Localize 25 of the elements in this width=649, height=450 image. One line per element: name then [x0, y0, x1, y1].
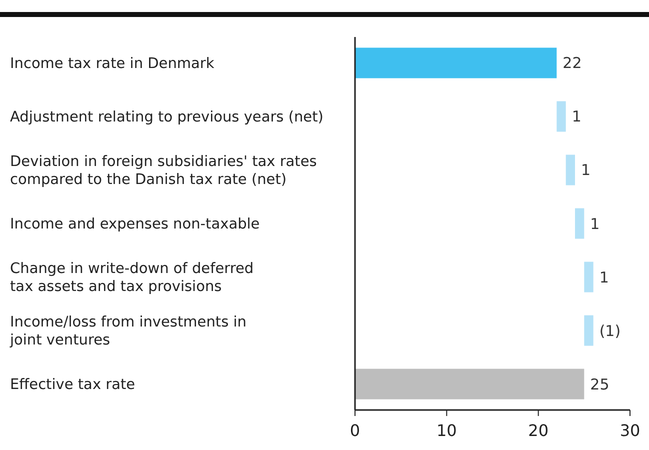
data-label: 1 [581, 161, 591, 180]
bar [355, 48, 557, 78]
y-tick-label: Effective tax rate [10, 377, 136, 394]
y-tick-label: Income/loss from investments in joint ventures [9, 314, 246, 349]
bar [584, 315, 594, 346]
bar [566, 154, 575, 186]
y-tick-label: Income tax rate in Denmark [10, 56, 215, 72]
bar [584, 262, 594, 292]
data-label: (1) [599, 322, 621, 340]
bar [575, 208, 584, 239]
y-tick-label: Income and expenses non-taxable [10, 216, 260, 233]
y-tick-label: Deviation in foreign subsidiaries' tax rates compared to the Danish tax rate (net) [10, 154, 317, 188]
x-tick-label: 0 [350, 421, 360, 440]
data-label: 1 [599, 268, 609, 286]
x-tick-label: 30 [620, 421, 640, 440]
x-tick-label: 20 [528, 421, 549, 440]
data-label: 22 [562, 54, 582, 72]
data-label: 1 [572, 108, 582, 126]
bar [556, 101, 566, 132]
y-tick-label: Adjustment relating to previous years (net) [10, 110, 324, 126]
y-tick-label: Change in write-down of deferred tax assets and tax provisions [10, 261, 254, 296]
data-label: 1 [590, 214, 600, 233]
bar [355, 368, 584, 400]
data-label: 25 [590, 375, 610, 394]
x-tick-label: 10 [436, 421, 457, 440]
